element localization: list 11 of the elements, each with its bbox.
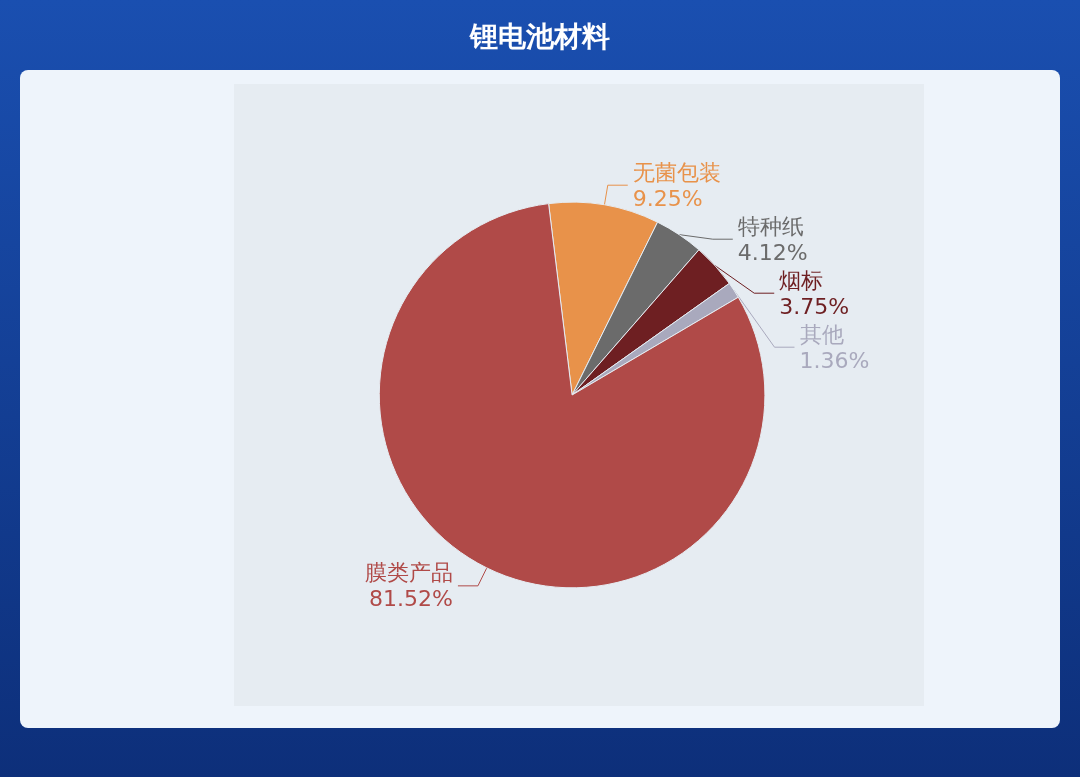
chart-title: 锂电池材料 (468, 19, 611, 55)
slice-label: 无菌包装 (632, 159, 721, 185)
data-label: 3.75% (779, 293, 850, 319)
slice-label: 膜类产品 (364, 560, 453, 586)
data-label: 4.12% (737, 239, 808, 265)
data-label: 1.36% (799, 347, 870, 373)
data-label: 81.52% (369, 586, 453, 612)
slice-label: 烟标 (779, 267, 824, 293)
slice-label: 特种纸 (737, 213, 804, 239)
slice-label: 其他 (799, 321, 844, 347)
data-label: 9.25% (632, 185, 703, 211)
